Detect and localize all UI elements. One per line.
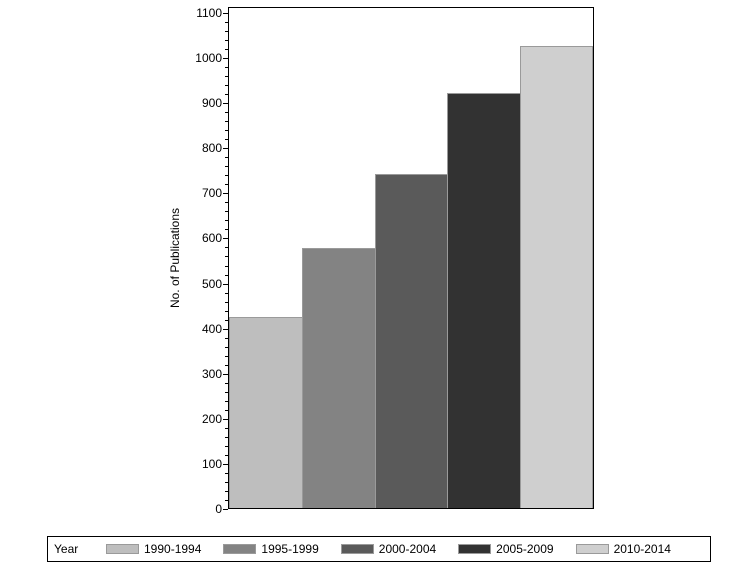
y-minor-tick xyxy=(225,220,228,221)
y-tick-label: 600 xyxy=(201,231,222,245)
y-minor-tick xyxy=(225,365,228,366)
legend-item: 2010-2014 xyxy=(575,542,671,556)
y-tick-label: 100 xyxy=(201,457,222,471)
y-minor-tick xyxy=(225,157,228,158)
y-tick xyxy=(223,238,228,239)
y-tick xyxy=(223,58,228,59)
y-tick-label: 400 xyxy=(201,322,222,336)
y-minor-tick xyxy=(225,175,228,176)
plot-area xyxy=(228,7,594,509)
y-minor-tick xyxy=(225,22,228,23)
y-minor-tick xyxy=(225,166,228,167)
y-tick xyxy=(223,13,228,14)
y-tick-label: 300 xyxy=(201,367,222,381)
bar-2010-2014 xyxy=(520,45,593,508)
y-tick-label: 500 xyxy=(201,277,222,291)
y-tick-label: 800 xyxy=(201,141,222,155)
y-tick xyxy=(223,103,228,104)
y-minor-tick xyxy=(225,40,228,41)
y-tick xyxy=(223,419,228,420)
y-minor-tick xyxy=(225,392,228,393)
y-minor-tick xyxy=(225,229,228,230)
legend-swatch xyxy=(458,544,492,554)
y-minor-tick xyxy=(225,256,228,257)
legend-item: 1995-1999 xyxy=(223,542,319,556)
legend-label: 2000-2004 xyxy=(378,542,437,556)
y-minor-tick xyxy=(225,85,228,86)
y-minor-tick xyxy=(225,266,228,267)
y-minor-tick xyxy=(225,94,228,95)
legend-title: Year xyxy=(54,542,79,556)
legend-label: 1990-1994 xyxy=(144,542,202,556)
y-tick xyxy=(223,374,228,375)
y-minor-tick xyxy=(225,473,228,474)
legend-item: 2000-2004 xyxy=(340,542,437,556)
legend-swatch xyxy=(340,544,374,554)
y-minor-tick xyxy=(225,500,228,501)
legend-label: 2005-2009 xyxy=(496,542,554,556)
y-minor-tick xyxy=(225,446,228,447)
bar-2005-2009 xyxy=(447,93,522,508)
legend-item: 2005-2009 xyxy=(458,542,554,556)
legend-label: 1995-1999 xyxy=(261,542,319,556)
y-minor-tick xyxy=(225,293,228,294)
y-minor-tick xyxy=(225,31,228,32)
y-tick xyxy=(223,464,228,465)
y-tick xyxy=(223,193,228,194)
legend-swatch xyxy=(223,544,257,554)
y-minor-tick xyxy=(225,247,228,248)
y-tick xyxy=(223,509,228,510)
y-tick-label: 1000 xyxy=(195,51,222,65)
y-minor-tick xyxy=(225,121,228,122)
y-tick xyxy=(223,148,228,149)
y-tick-label: 200 xyxy=(201,412,222,426)
legend-swatch xyxy=(106,544,139,554)
y-minor-tick xyxy=(225,401,228,402)
y-minor-tick xyxy=(225,275,228,276)
legend-label: 2010-2014 xyxy=(613,542,671,556)
y-minor-tick xyxy=(225,67,228,68)
y-minor-tick xyxy=(225,130,228,131)
y-minor-tick xyxy=(225,410,228,411)
y-minor-tick xyxy=(225,112,228,113)
legend-item: 1990-1994 xyxy=(106,542,201,556)
bar-2000-2004 xyxy=(374,173,449,508)
y-axis-label: No. of Publications xyxy=(168,207,182,309)
y-minor-tick xyxy=(225,202,228,203)
y-minor-tick xyxy=(225,302,228,303)
y-minor-tick xyxy=(225,356,228,357)
bar-1995-1999 xyxy=(301,247,376,508)
y-minor-tick xyxy=(225,184,228,185)
y-tick-label: 1100 xyxy=(196,6,222,20)
y-minor-tick xyxy=(225,211,228,212)
y-minor-tick xyxy=(225,437,228,438)
bar-1990-1994 xyxy=(229,316,303,508)
y-tick-label: 900 xyxy=(201,96,222,110)
y-minor-tick xyxy=(225,49,228,50)
y-minor-tick xyxy=(225,139,228,140)
legend-swatch xyxy=(575,544,609,554)
legend: Year 1990-1994 1995-1999 2000-2004 2005-200… xyxy=(47,536,711,562)
y-minor-tick xyxy=(225,482,228,483)
y-minor-tick xyxy=(225,491,228,492)
y-minor-tick xyxy=(225,428,228,429)
y-minor-tick xyxy=(225,383,228,384)
y-tick xyxy=(223,284,228,285)
y-minor-tick xyxy=(225,76,228,77)
y-minor-tick xyxy=(225,320,228,321)
y-tick-label: 700 xyxy=(201,186,222,200)
y-tick xyxy=(223,329,228,330)
y-minor-tick xyxy=(225,455,228,456)
y-tick-label: 0 xyxy=(215,502,222,516)
y-minor-tick xyxy=(225,338,228,339)
y-minor-tick xyxy=(225,347,228,348)
y-minor-tick xyxy=(225,311,228,312)
legend-items: 1990-1994 1995-1999 2000-2004 2005-2009 2010… xyxy=(106,542,693,556)
